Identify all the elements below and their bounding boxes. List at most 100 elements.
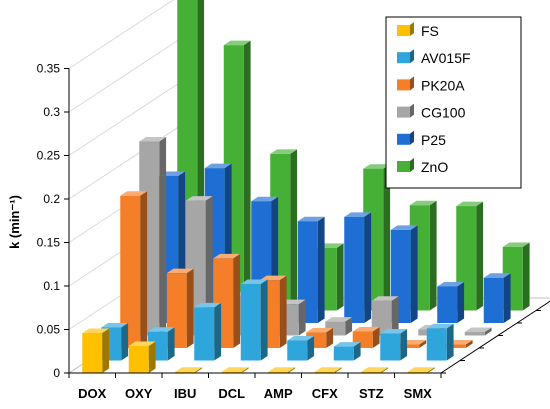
bar-front (407, 371, 428, 373)
bar-front (344, 216, 365, 323)
bar-top (139, 136, 167, 142)
legend: FS AV015F PK20A CG100 P25 ZnO (385, 16, 522, 189)
bar-P25-AMP (344, 212, 372, 323)
bar-side (383, 164, 391, 311)
legend-swatch-side (410, 76, 414, 91)
bar-side (381, 367, 389, 373)
bar-top (147, 327, 175, 332)
bar-FS-DCL (221, 367, 249, 373)
legend-label-CG100: CG100 (421, 105, 466, 121)
bar-front (221, 371, 242, 373)
legend-swatch-CG100 (397, 106, 410, 118)
bar-side (148, 341, 156, 373)
bar-side (159, 136, 167, 336)
bar-AV015F-IBU (194, 302, 222, 361)
bar-side (279, 275, 287, 348)
bar-top (306, 327, 334, 333)
bar-top (213, 253, 241, 259)
y-tick-label: 0 (53, 366, 60, 380)
bar-top (363, 164, 391, 169)
bar-front (445, 344, 466, 348)
bar-front (483, 277, 504, 323)
bar-side (140, 191, 148, 348)
legend-label-FS: FS (421, 23, 439, 39)
bar-AV015F-DCL (240, 279, 268, 361)
bar-P25-SMX (483, 273, 511, 323)
bar-AV015F-STZ (380, 329, 408, 361)
bar-FS-SMX (407, 367, 435, 373)
bar-side (446, 323, 454, 361)
bar-top (483, 273, 511, 278)
bar-side (290, 149, 298, 311)
bar-top (371, 296, 399, 301)
x-category-label: IBU (174, 386, 196, 401)
y-tick-label: 0.2 (43, 192, 60, 206)
bar-side (457, 281, 465, 323)
bar-top (380, 329, 408, 334)
bar-front (371, 300, 392, 336)
x-category-label: AMP (264, 386, 293, 401)
bar-side (391, 296, 399, 336)
bar-AV015F-SMX (426, 323, 454, 361)
bar-top (344, 212, 372, 217)
bar-top (221, 367, 249, 372)
bar-side (186, 268, 194, 348)
bar-top (166, 268, 194, 274)
legend-swatch-ZnO (397, 161, 410, 172)
bar-front (268, 371, 289, 373)
bar-side (522, 242, 530, 311)
bar-side (233, 253, 241, 348)
y-tick-label: 0.25 (37, 149, 61, 163)
legend-swatch-P25 (397, 133, 410, 145)
legend-swatch-AV015F (397, 52, 410, 64)
bar-front (399, 344, 420, 348)
bar-top (361, 367, 389, 372)
bar-front (380, 333, 401, 361)
bar-side (353, 342, 361, 361)
bar-side (484, 327, 492, 336)
legend-swatch-side (410, 130, 414, 145)
chart-bars (82, 0, 530, 373)
bar-AV015F-CFX (333, 342, 361, 361)
bar-ZnO-IBU (270, 149, 298, 311)
bar-top (390, 225, 418, 230)
legend-label-P25: P25 (421, 132, 446, 148)
bar-top (464, 327, 492, 333)
bar-FS-IBU (175, 367, 203, 373)
bar-top (175, 367, 203, 372)
bar-side (503, 273, 511, 323)
bar-side (410, 225, 418, 323)
bar-front (240, 283, 261, 361)
bar-FS-AMP (268, 367, 296, 373)
x-category-label: SMX (404, 386, 433, 401)
bar-top (240, 279, 268, 284)
side-wall-gridline (68, 123, 184, 200)
bar-top (259, 275, 287, 281)
bar-side (121, 322, 129, 361)
bar-FS-DOX (82, 328, 110, 373)
bar-side (205, 196, 213, 336)
legend-swatch-side (410, 158, 414, 172)
bar-top (297, 216, 325, 222)
bar-front (194, 307, 215, 361)
bar-top (194, 302, 222, 308)
bar-top (437, 281, 465, 287)
bar-front (297, 221, 318, 323)
x-category-label: STZ (359, 386, 384, 401)
bar-side (419, 340, 427, 348)
bar-top (101, 322, 129, 328)
y-tick-label: 0.35 (37, 62, 61, 76)
bar-side (372, 326, 380, 348)
bar-side (307, 335, 315, 361)
side-wall-gridline (68, 80, 184, 156)
bar-top (268, 367, 296, 372)
bar-FS-STZ (361, 367, 389, 373)
bar-side (260, 279, 268, 361)
legend-swatch-side (410, 22, 414, 36)
bar-top (502, 242, 530, 247)
bar-top (287, 335, 315, 341)
bar-side (334, 367, 342, 373)
chart-axes: 0 0.05 0.1 0.15 0.2 0.25 0.3 0.35 DOX OXY IBU DCL AM… (37, 62, 541, 401)
bar-side (336, 243, 344, 311)
